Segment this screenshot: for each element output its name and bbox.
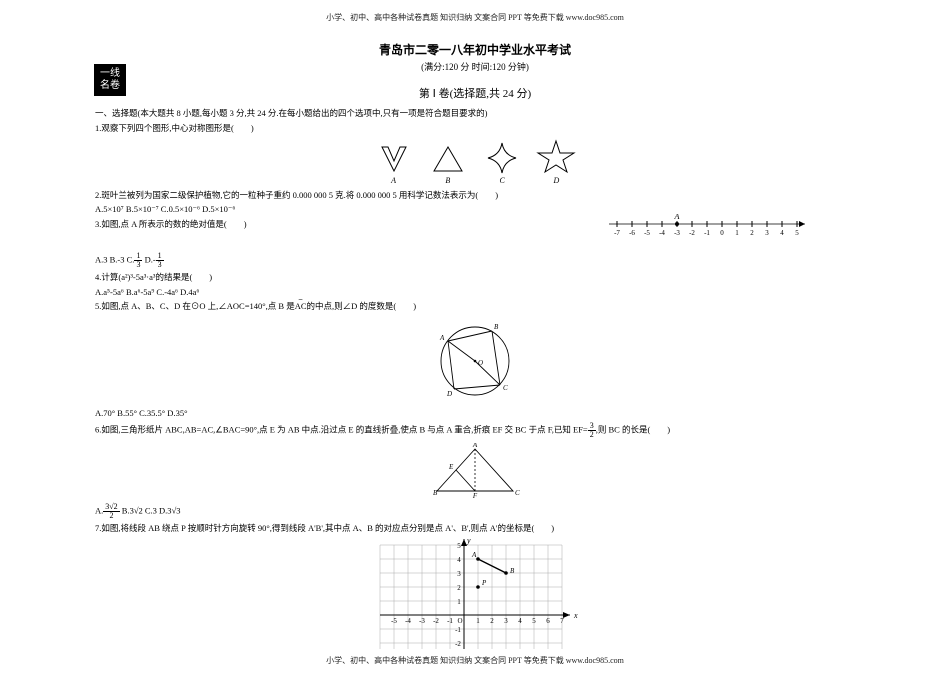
q3-text: 3.如图,点 A 所表示的数的绝对值是( ) xyxy=(95,219,247,229)
svg-text:-1: -1 xyxy=(455,626,461,634)
svg-text:-4: -4 xyxy=(659,229,665,237)
svg-text:x: x xyxy=(573,611,578,620)
question-5: 5.如图,点 A、B、C、D 在⊙O 上,∠AOC=140°,点 B 是⌢AC的… xyxy=(95,300,855,313)
question-6: 6.如图,三角形纸片 ABC,AB=AC,∠BAC=90°,点 E 为 AB 中… xyxy=(95,422,855,439)
svg-text:C: C xyxy=(503,384,508,392)
svg-text:6: 6 xyxy=(546,617,550,625)
q6-post: ,则 BC 的长是( ) xyxy=(596,424,670,434)
page-footer: 小学、初中、高中各种试卷真题 知识归纳 文案合同 PPT 等免费下载 www.d… xyxy=(0,655,950,666)
q5-figure: O A B C D xyxy=(95,319,855,405)
svg-text:0: 0 xyxy=(720,229,724,237)
svg-text:F: F xyxy=(472,492,478,499)
svg-text:-3: -3 xyxy=(419,617,425,625)
svg-text:3: 3 xyxy=(765,229,769,237)
badge-line2: 名卷 xyxy=(100,80,120,92)
svg-text:-4: -4 xyxy=(405,617,411,625)
svg-text:1: 1 xyxy=(457,598,461,606)
svg-text:-5: -5 xyxy=(644,229,650,237)
svg-text:-3: -3 xyxy=(674,229,680,237)
svg-text:-7: -7 xyxy=(614,229,620,237)
shape-b: B xyxy=(424,143,472,185)
svg-text:4: 4 xyxy=(780,229,784,237)
q6-pre: 6.如图,三角形纸片 ABC,AB=AC,∠BAC=90°,点 E 为 AB 中… xyxy=(95,424,588,434)
svg-text:E: E xyxy=(448,463,454,471)
svg-text:-1: -1 xyxy=(704,229,710,237)
svg-text:4: 4 xyxy=(457,556,461,564)
svg-text:3: 3 xyxy=(504,617,508,625)
shape-label-c: C xyxy=(499,176,504,185)
shape-label-d: D xyxy=(553,176,559,185)
q1-shapes: A B C D xyxy=(95,139,855,185)
shape-c: C xyxy=(478,141,526,185)
exam-content: 青岛市二零一八年初中学业水平考试 (满分:120 分 时间:120 分钟) 第 … xyxy=(0,41,950,659)
q6-oc: C.3 D.3 xyxy=(143,505,172,515)
svg-text:5: 5 xyxy=(795,229,799,237)
svg-text:5: 5 xyxy=(532,617,536,625)
shape-d: D xyxy=(532,139,580,185)
svg-text:A: A xyxy=(471,551,477,559)
q7-figure: x y -5-4-3-2-1 O 1234567 12345 -1-2 P A … xyxy=(95,537,855,659)
shape-label-b: B xyxy=(445,176,450,185)
question-5-options: A.70° B.55° C.35.5° D.35° xyxy=(95,407,855,420)
q6-figure: A B C E F xyxy=(95,443,855,501)
svg-text:1: 1 xyxy=(476,617,480,625)
svg-text:4: 4 xyxy=(518,617,522,625)
question-3: 3.如图,点 A 所表示的数的绝对值是( ) -7 -6 -5 -4 -3 -2… xyxy=(95,218,855,231)
shape-a: A xyxy=(370,143,418,185)
frac-1-3b: 13 xyxy=(156,252,164,269)
badge-line1: 一线 xyxy=(100,68,120,80)
svg-text:A: A xyxy=(472,443,478,449)
section-header: 第 Ⅰ 卷(选择题,共 24 分) xyxy=(95,85,855,101)
ticks: -7 -6 -5 -4 -3 -2 -1 0 1 2 3 4 5 xyxy=(614,221,799,237)
section-intro: 一、选择题(本大题共 8 小题,每小题 3 分,共 24 分.在每小题给出的四个… xyxy=(95,107,855,120)
q6-oa: A. xyxy=(95,505,103,515)
svg-text:B: B xyxy=(433,489,438,497)
svg-text:A: A xyxy=(439,334,445,342)
frac-3r2-2: 3√22 xyxy=(103,503,119,520)
arc-ac: ⌢AC xyxy=(295,300,307,313)
svg-text:C: C xyxy=(515,489,520,497)
sqrt2: √2 xyxy=(134,505,143,515)
question-1: 1.观察下列四个图形,中心对称图形是( ) xyxy=(95,122,855,135)
question-4: 4.计算(a²)³-5a³·a³的结果是( ) xyxy=(95,271,855,284)
q6-ob: B.3 xyxy=(120,505,134,515)
shape-label-a: A xyxy=(391,176,396,185)
svg-text:2: 2 xyxy=(457,584,461,592)
sqrt3: √3 xyxy=(172,505,181,515)
svg-text:-6: -6 xyxy=(629,229,635,237)
svg-text:2: 2 xyxy=(490,617,494,625)
svg-text:D: D xyxy=(446,390,452,398)
svg-text:3: 3 xyxy=(457,570,461,578)
question-6-options: A.3√22 B.3√2 C.3 D.3√3 xyxy=(95,503,855,520)
svg-text:y: y xyxy=(466,537,471,545)
svg-text:-2: -2 xyxy=(455,640,461,648)
svg-text:-1: -1 xyxy=(447,617,453,625)
svg-text:A: A xyxy=(674,214,680,221)
exam-subtitle: (满分:120 分 时间:120 分钟) xyxy=(95,60,855,73)
question-3-options: A.3 B.-3 C.13 D.-13 xyxy=(95,252,855,269)
svg-text:P: P xyxy=(481,579,487,587)
q3-opts-pre: A.3 B.-3 C. xyxy=(95,254,134,264)
q5-post: 的中点,则∠D 的度数是( ) xyxy=(307,301,417,311)
svg-text:O: O xyxy=(457,617,462,625)
svg-text:B: B xyxy=(510,567,515,575)
brand-badge: 一线 名卷 xyxy=(94,64,126,96)
exam-title: 青岛市二零一八年初中学业水平考试 xyxy=(95,41,855,58)
frac-3-2: 32 xyxy=(588,422,596,439)
svg-text:-2: -2 xyxy=(433,617,439,625)
page-header: 小学、初中、高中各种试卷真题 知识归纳 文案合同 PPT 等免费下载 www.d… xyxy=(0,12,950,23)
svg-text:7: 7 xyxy=(560,617,564,625)
svg-text:-2: -2 xyxy=(689,229,695,237)
q3-opts-mid: D.- xyxy=(142,254,155,264)
svg-text:1: 1 xyxy=(735,229,739,237)
svg-text:B: B xyxy=(494,323,499,331)
question-7: 7.如图,将线段 AB 绕点 P 按顺时针方向旋转 90°,得到线段 A'B',… xyxy=(95,522,855,535)
svg-text:-5: -5 xyxy=(391,617,397,625)
svg-text:5: 5 xyxy=(457,542,461,550)
svg-text:2: 2 xyxy=(750,229,754,237)
q5-pre: 5.如图,点 A、B、C、D 在⊙O 上,∠AOC=140°,点 B 是 xyxy=(95,301,295,311)
question-2: 2.斑叶兰被列为国家二级保护植物,它的一粒种子重约 0.000 000 5 克.… xyxy=(95,189,855,202)
number-line: -7 -6 -5 -4 -3 -2 -1 0 1 2 3 4 5 A xyxy=(605,214,815,242)
question-4-options: A.a⁵-5a⁶ B.a⁶-5a⁹ C.-4a⁶ D.4a⁶ xyxy=(95,286,855,299)
